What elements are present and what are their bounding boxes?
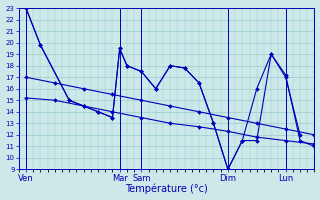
X-axis label: Température (°c): Température (°c) — [125, 184, 208, 194]
